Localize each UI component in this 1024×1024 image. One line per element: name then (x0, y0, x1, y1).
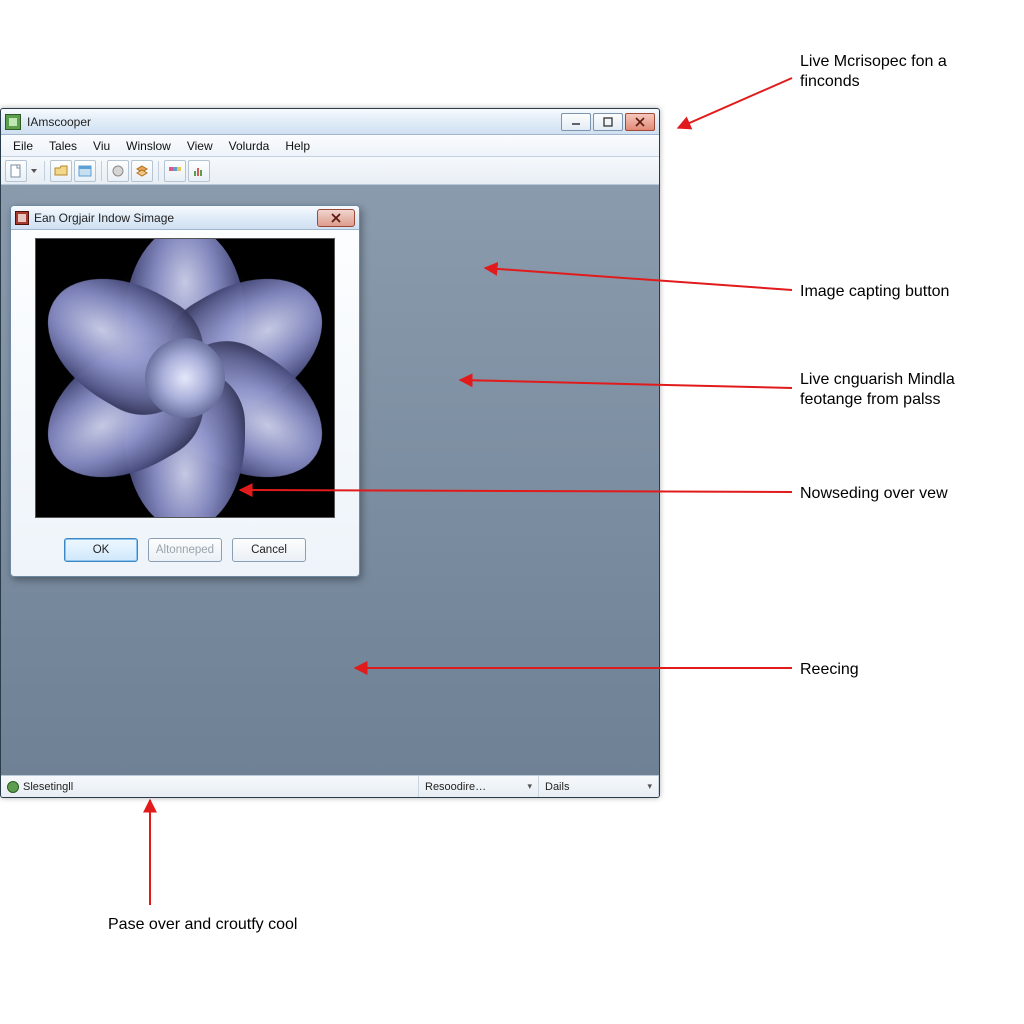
image-dialog: Ean Orgjair Indow Simage OK Altonneped C… (10, 205, 360, 577)
toolbar-layers[interactable] (131, 160, 153, 182)
menu-view[interactable]: View (179, 137, 221, 155)
menu-help[interactable]: Help (277, 137, 318, 155)
close-icon (635, 117, 645, 127)
menu-volurda[interactable]: Volurda (221, 137, 278, 155)
menu-winslow[interactable]: Winslow (118, 137, 179, 155)
toolbar (1, 157, 659, 185)
image-preview (35, 238, 335, 518)
panel-icon (78, 164, 92, 178)
new-doc-icon (9, 164, 23, 178)
chevron-down-icon: ▾ (527, 781, 532, 792)
menu-viu[interactable]: Viu (85, 137, 118, 155)
toolbar-new-dropdown[interactable] (29, 167, 39, 175)
palette-icon (168, 164, 182, 178)
menu-tales[interactable]: Tales (41, 137, 85, 155)
annotation-label: Live Mcrisopec fon a finconds (800, 52, 1000, 92)
close-icon (330, 213, 342, 223)
toolbar-wizard[interactable] (107, 160, 129, 182)
toolbar-palette[interactable] (164, 160, 186, 182)
annotation-label: Live cnguarish Mindla feotange from pals… (800, 370, 1010, 410)
status-text: Slesetingll (23, 781, 73, 793)
toolbar-open[interactable] (50, 160, 72, 182)
main-titlebar[interactable]: IAmscooper (1, 109, 659, 135)
maximize-button[interactable] (593, 113, 623, 131)
toolbar-panel[interactable] (74, 160, 96, 182)
window-controls (561, 113, 655, 131)
annotation-label: Pase over and croutfy cool (108, 915, 308, 935)
app-icon (5, 114, 21, 130)
status-mode-text: Resoodire… (425, 781, 486, 793)
dialog-button-row: OK Altonneped Cancel (11, 526, 359, 576)
dialog-icon (15, 211, 29, 225)
menu-bar: Eile Tales Viu Winslow View Volurda Help (1, 135, 659, 157)
histogram-icon (192, 164, 206, 178)
maximize-icon (603, 117, 613, 127)
ok-button[interactable]: OK (64, 538, 138, 562)
app-title: IAmscooper (27, 115, 561, 129)
dialog-titlebar[interactable]: Ean Orgjair Indow Simage (11, 206, 359, 230)
wizard-icon (111, 164, 125, 178)
status-icon (7, 781, 19, 793)
dialog-body (11, 230, 359, 526)
toolbar-new[interactable] (5, 160, 27, 182)
chevron-down-icon (30, 167, 38, 175)
status-mode-dropdown[interactable]: Resoodire… ▾ (419, 776, 539, 797)
toolbar-separator (101, 161, 102, 181)
minimize-icon (571, 117, 581, 127)
cancel-button[interactable]: Cancel (232, 538, 306, 562)
annotation-label: Image capting button (800, 282, 1010, 302)
minimize-button[interactable] (561, 113, 591, 131)
close-button[interactable] (625, 113, 655, 131)
fractal-glow (36, 239, 334, 517)
status-detail-text: Dails (545, 781, 569, 793)
status-main: Slesetingll (1, 776, 419, 797)
annotation-label: Reecing (800, 660, 1010, 680)
status-detail-dropdown[interactable]: Dails ▾ (539, 776, 659, 797)
open-icon (54, 164, 68, 178)
chevron-down-icon: ▾ (647, 781, 652, 792)
toolbar-histogram[interactable] (188, 160, 210, 182)
menu-file[interactable]: Eile (5, 137, 41, 155)
toolbar-separator (44, 161, 45, 181)
dialog-close-button[interactable] (317, 209, 355, 227)
advanced-button[interactable]: Altonneped (148, 538, 222, 562)
toolbar-separator (158, 161, 159, 181)
layers-icon (135, 164, 149, 178)
dialog-title: Ean Orgjair Indow Simage (34, 211, 317, 225)
status-bar: Slesetingll Resoodire… ▾ Dails ▾ (1, 775, 659, 797)
annotation-label: Nowseding over vew (800, 484, 1010, 504)
